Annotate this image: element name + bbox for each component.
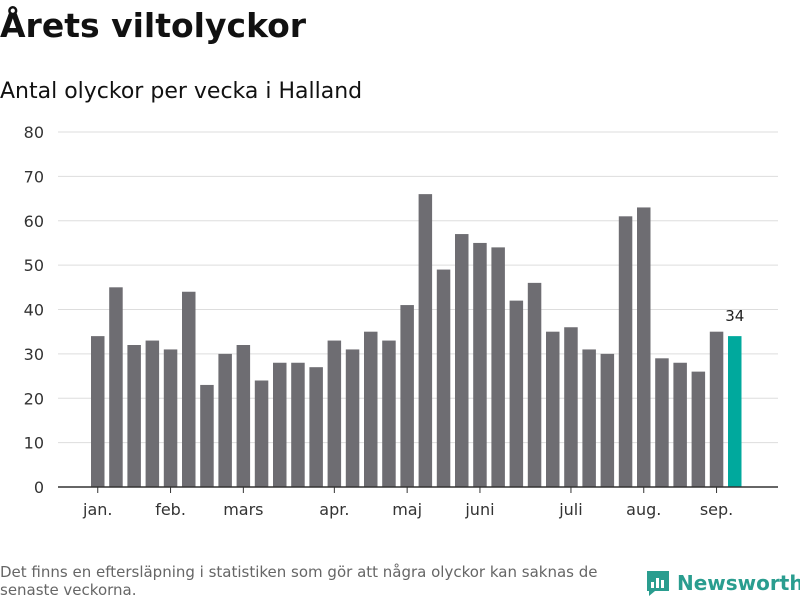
bar — [254, 380, 269, 487]
bar — [182, 291, 196, 487]
y-tick-label: 70 — [24, 167, 44, 186]
bar — [418, 194, 433, 487]
highlighted-bar — [728, 336, 742, 487]
bar — [637, 207, 651, 487]
bar — [273, 362, 287, 487]
bar — [127, 345, 141, 487]
bar — [546, 331, 560, 487]
bar — [218, 353, 232, 487]
y-tick-label: 20 — [24, 389, 44, 408]
bar — [200, 384, 214, 487]
bar — [309, 367, 323, 487]
bar — [673, 362, 687, 487]
x-tick-label: apr. — [319, 500, 349, 519]
bar — [291, 362, 305, 487]
bar — [436, 269, 451, 487]
brand-name: Newsworthy — [677, 571, 800, 595]
bar — [691, 371, 706, 487]
bar — [364, 331, 378, 487]
x-tick-label: jan. — [82, 500, 112, 519]
bar — [327, 340, 342, 487]
bar — [400, 305, 414, 487]
bar — [163, 349, 178, 487]
x-tick-label: maj — [392, 500, 422, 519]
bar — [582, 349, 596, 487]
bar — [527, 282, 542, 487]
footnote: Det finns en eftersläpning i statistiken… — [0, 563, 598, 599]
highlight-value-label: 34 — [725, 307, 744, 325]
bar — [145, 340, 160, 487]
bar — [236, 345, 251, 487]
brand[interactable]: Newsworthy — [645, 569, 800, 597]
bar — [91, 336, 105, 487]
y-tick-label: 50 — [24, 256, 44, 275]
x-tick-label: feb. — [155, 500, 186, 519]
x-tick-label: aug. — [626, 500, 661, 519]
bar — [109, 287, 123, 487]
bar — [473, 242, 487, 487]
x-tick-label: mars — [223, 500, 263, 519]
bar — [491, 247, 505, 487]
bar-chart-logo-icon — [647, 571, 669, 596]
y-tick-label: 0 — [34, 478, 44, 497]
bar — [618, 216, 633, 487]
y-tick-label: 10 — [24, 434, 44, 453]
x-tick-label: juli — [558, 500, 582, 519]
y-tick-label: 60 — [24, 212, 44, 231]
bar-chart: 0 10 20 30 40 50 60 70 80 jan. feb. mars apr. maj juni… — [24, 123, 778, 519]
y-tick-label: 30 — [24, 345, 44, 364]
y-tick-label: 40 — [24, 301, 44, 320]
bar — [600, 353, 615, 487]
bar — [709, 331, 724, 487]
bar — [509, 300, 524, 487]
x-tick-label: sep. — [700, 500, 733, 519]
chart-title: Årets viltolyckor — [0, 6, 307, 45]
bar — [382, 340, 396, 487]
x-tick-label: juni — [464, 500, 494, 519]
bar — [655, 358, 669, 487]
bar — [455, 234, 469, 487]
bar — [345, 349, 360, 487]
bar — [564, 327, 578, 487]
chart-subtitle: Antal olyckor per vecka i Halland — [0, 79, 363, 104]
y-tick-label: 80 — [24, 123, 44, 142]
